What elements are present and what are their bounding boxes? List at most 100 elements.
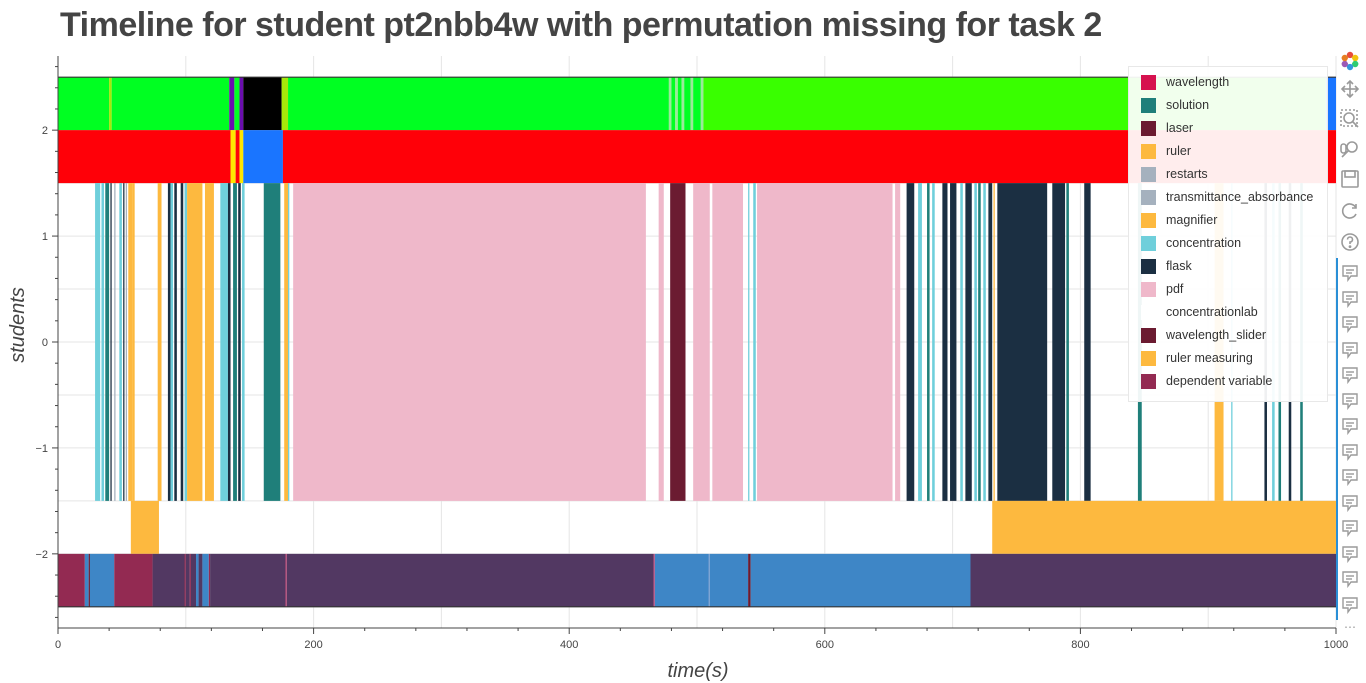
timeline-segment-row-1: [58, 130, 231, 184]
timeline-segment-row-2: [997, 183, 1048, 501]
pan-icon[interactable]: [1338, 78, 1362, 100]
box-zoom-icon[interactable]: [1338, 108, 1362, 130]
save-icon[interactable]: [1338, 168, 1362, 190]
legend-label: pdf: [1166, 282, 1184, 296]
timeline-segment-row-2: [128, 183, 133, 501]
legend-item[interactable]: magnifier: [1141, 210, 1217, 230]
timeline-segment-row-4: [88, 553, 90, 607]
hover-icon[interactable]: [1338, 543, 1362, 565]
timeline-segment-row-4: [654, 553, 709, 607]
timeline-segment-row-2: [965, 183, 972, 501]
timeline-segment-row-2: [101, 183, 105, 501]
legend-item[interactable]: dependent variable: [1141, 371, 1272, 391]
legend-item[interactable]: solution: [1141, 95, 1209, 115]
hover-icon[interactable]: [1338, 415, 1362, 437]
timeline-segment-row-2: [157, 183, 162, 501]
hover-icon[interactable]: [1338, 313, 1362, 335]
legend-item[interactable]: wavelength_slider: [1141, 325, 1266, 345]
timeline-segment-row-2: [123, 183, 125, 501]
x-tick-label: 400: [560, 639, 578, 651]
timeline-segment-row-2: [110, 183, 112, 501]
hover-icon[interactable]: [1338, 517, 1362, 539]
timeline-segment-row-2: [242, 183, 245, 501]
reset-icon[interactable]: [1338, 200, 1362, 222]
timeline-segment-row-4: [208, 553, 211, 607]
legend-swatch: [1141, 212, 1156, 228]
timeline-segment-row-2: [960, 183, 963, 501]
legend-label: concentration: [1166, 236, 1242, 250]
hover-icon[interactable]: [1338, 441, 1362, 463]
timeline-segment-row-2: [204, 183, 214, 501]
timeline-segment-row-0: [693, 77, 701, 131]
timeline-segment-row-2: [187, 183, 203, 501]
timeline-segment-row-0: [681, 77, 685, 131]
timeline-segment-row-2: [906, 183, 915, 501]
hover-icon[interactable]: [1338, 339, 1362, 361]
timeline-segment-row-2: [170, 183, 174, 501]
hover-icon[interactable]: [1338, 568, 1362, 590]
timeline-segment-row-4: [58, 553, 85, 607]
hover-icon[interactable]: [1338, 288, 1362, 310]
y-tick-label: −2: [35, 549, 48, 561]
timeline-segment-row-2: [757, 183, 893, 501]
hover-icon[interactable]: [1338, 594, 1362, 616]
legend-item[interactable]: flask: [1141, 256, 1192, 276]
y-tick-label: 1: [42, 231, 48, 243]
legend-item[interactable]: laser: [1141, 118, 1193, 138]
hover-icon[interactable]: [1338, 390, 1362, 412]
bars-layer: [58, 77, 1337, 607]
legend-item[interactable]: ruler measuring: [1141, 348, 1253, 368]
timeline-segment-row-4: [189, 553, 191, 607]
timeline-segment-row-0: [677, 77, 682, 131]
timeline-segment-row-0: [58, 77, 110, 131]
timeline-segment-row-0: [243, 77, 282, 131]
y-tick-label: 2: [42, 125, 48, 137]
legend-swatch: [1141, 189, 1156, 205]
hover-icon[interactable]: [1338, 262, 1362, 284]
legend-item[interactable]: concentrationlab: [1141, 302, 1258, 322]
more-icon[interactable]: ⋯: [1344, 620, 1356, 634]
timeline-segment-row-2: [950, 183, 957, 501]
timeline-segment-row-2: [1066, 183, 1069, 501]
hover-icon[interactable]: [1338, 492, 1362, 514]
timeline-segment-row-4: [114, 553, 153, 607]
timeline-segment-row-2: [114, 183, 116, 501]
timeline-segment-row-0: [111, 77, 230, 131]
timeline-segment-row-2: [288, 183, 290, 501]
legend-label: concentrationlab: [1166, 305, 1258, 319]
legend-label: transmittance_absorbance: [1166, 190, 1314, 204]
timeline-segment-row-2: [988, 183, 993, 501]
wheel-zoom-icon[interactable]: [1338, 138, 1362, 160]
legend-item[interactable]: restarts: [1141, 164, 1208, 184]
timeline-segment-row-1: [235, 130, 240, 184]
hover-icon[interactable]: [1338, 364, 1362, 386]
timeline-segment-row-4: [152, 553, 185, 607]
timeline-segment-row-2: [712, 183, 744, 501]
timeline-segment-row-4: [970, 553, 1336, 607]
hover-icon[interactable]: [1338, 466, 1362, 488]
timeline-segment-row-3: [992, 500, 1336, 554]
timeline-segment-row-4: [184, 553, 186, 607]
legend-swatch: [1141, 373, 1156, 389]
timeline-segment-row-2: [993, 183, 995, 501]
timeline-segment-row-2: [293, 183, 646, 501]
timeline-segment-row-4: [202, 553, 209, 607]
legend-item[interactable]: transmittance_absorbance: [1141, 187, 1313, 207]
legend-item[interactable]: ruler: [1141, 141, 1191, 161]
timeline-segment-row-4: [84, 553, 89, 607]
timeline-segment-row-4: [196, 553, 199, 607]
legend-swatch: [1141, 327, 1156, 343]
legend-item[interactable]: pdf: [1141, 279, 1183, 299]
legend-swatch: [1141, 97, 1156, 113]
timeline-segment-row-4: [750, 553, 971, 607]
bokeh-logo-icon[interactable]: [1338, 50, 1362, 72]
legend-item[interactable]: concentration: [1141, 233, 1241, 253]
timeline-segment-row-4: [709, 553, 749, 607]
help-icon[interactable]: [1338, 231, 1362, 253]
timeline-segment-row-4: [210, 553, 286, 607]
timeline-segment-row-2: [220, 183, 228, 501]
timeline-segment-row-2: [693, 183, 710, 501]
timeline-segment-row-4: [190, 553, 197, 607]
legend-item[interactable]: wavelength: [1141, 72, 1229, 92]
timeline-segment-row-2: [748, 183, 750, 501]
